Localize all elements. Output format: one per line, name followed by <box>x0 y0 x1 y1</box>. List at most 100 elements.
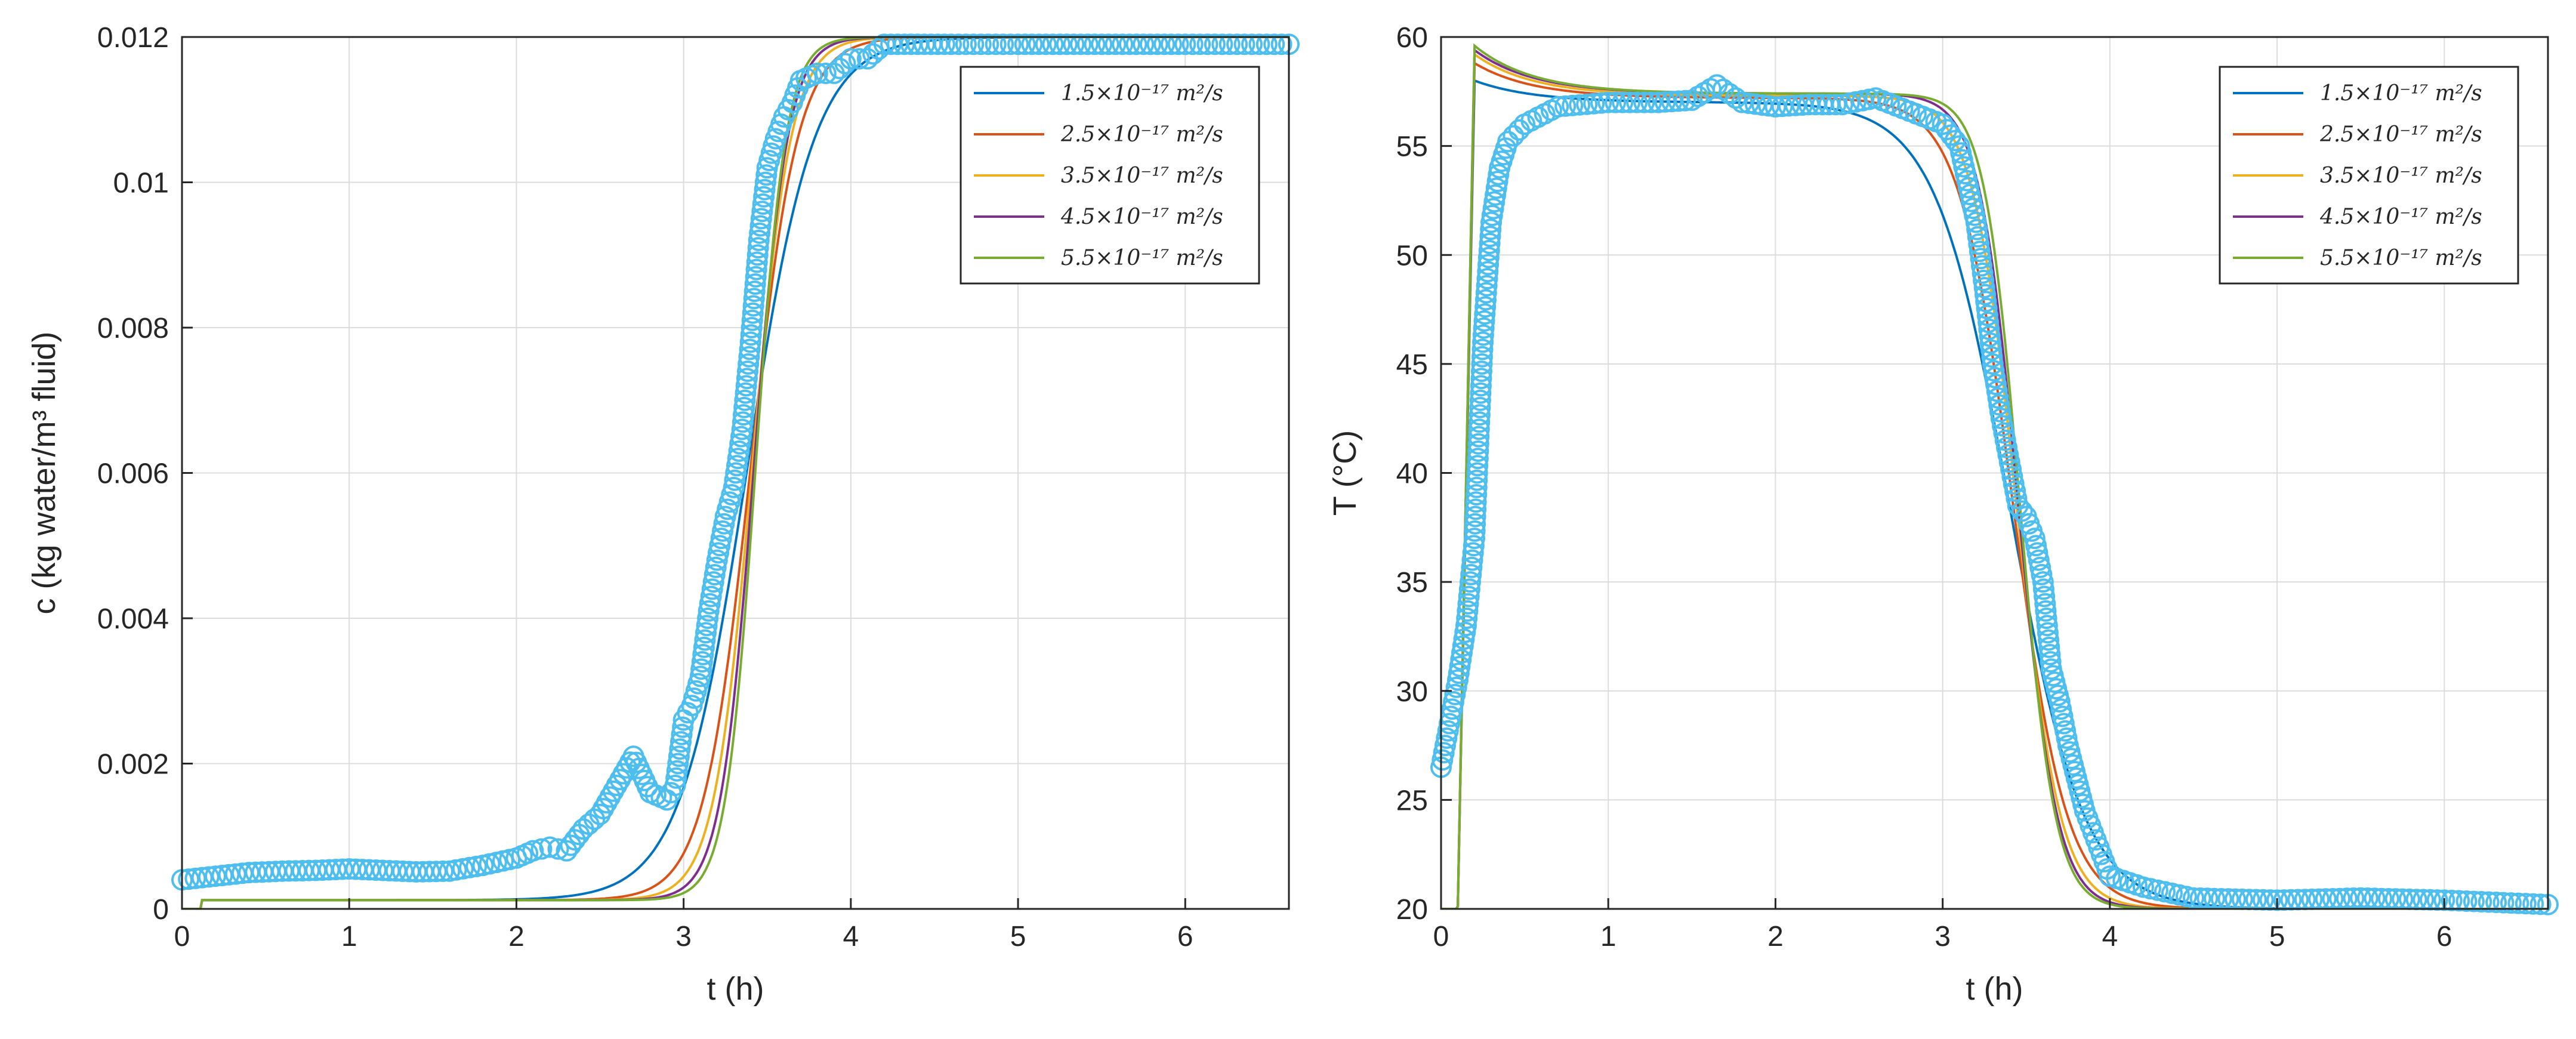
measured-point <box>1480 211 1503 233</box>
measured-point <box>1990 408 2012 430</box>
measured-point <box>1474 303 1496 325</box>
measured-point <box>948 33 970 56</box>
measured-point <box>1460 563 1482 585</box>
measured-point <box>1467 440 1489 462</box>
measured-point <box>1444 683 1466 705</box>
measured-point <box>1450 649 1472 671</box>
series-line <box>182 37 1289 909</box>
measured-point <box>755 164 778 186</box>
measured-point <box>1992 415 2013 437</box>
measured-point <box>733 396 755 418</box>
x-tick-label: 6 <box>1177 921 1193 952</box>
measured-point <box>1471 360 1492 383</box>
measured-point <box>1255 33 1278 56</box>
measured-point <box>1457 600 1479 622</box>
measured-point <box>1474 296 1497 318</box>
legend-label: 3.5×10⁻¹⁷ m²/s <box>1061 164 1223 188</box>
measured-point <box>940 33 962 56</box>
measured-point <box>1464 520 1486 542</box>
measured-point <box>1118 33 1140 56</box>
measured-point <box>2038 629 2060 651</box>
measured-point <box>1978 318 2000 340</box>
measured-point <box>1211 33 1233 56</box>
x-tick-label: 2 <box>508 921 525 952</box>
y-tick-label: 25 <box>1396 785 1428 816</box>
x-tick-label: 1 <box>341 921 357 952</box>
measured-point <box>696 615 718 637</box>
measured-point <box>2051 705 2074 727</box>
measured-point <box>1626 91 1648 113</box>
measured-point <box>840 48 862 70</box>
measured-point <box>927 33 949 56</box>
legend-label: 2.5×10⁻¹⁷ m²/s <box>1060 122 1223 147</box>
y-tick-label: 20 <box>1396 894 1428 926</box>
measured-point <box>724 469 746 491</box>
measured-point <box>1139 33 1161 56</box>
measured-point <box>1485 177 1507 199</box>
measured-point <box>2196 887 2219 909</box>
measured-point <box>1467 448 1489 470</box>
measured-point <box>745 266 767 288</box>
measured-point <box>1825 94 1847 116</box>
chart-concentration: 0 1 2 3 4 5 6 0 0.002 0.004 0.006 0.008 0.01 0.012 t (… <box>26 22 1300 1007</box>
measured-point <box>1443 691 1464 713</box>
measured-point <box>2522 893 2544 915</box>
x-tick-label: 6 <box>2436 921 2452 952</box>
measured-point <box>1028 33 1050 56</box>
measured-point <box>700 585 722 608</box>
legend-label: 1.5×10⁻¹⁷ m²/s <box>1061 81 1223 106</box>
measured-point <box>754 178 776 201</box>
measured-point <box>1469 389 1491 411</box>
measured-point <box>1966 218 1988 241</box>
series-line <box>1441 61 2548 909</box>
measured-point <box>1944 130 1966 152</box>
measured-point <box>1270 33 1292 56</box>
y-tick-label: 0.004 <box>97 603 169 635</box>
measured-point <box>1597 91 1619 113</box>
measured-point <box>530 838 553 860</box>
measured-point <box>1667 90 1689 112</box>
measured-point <box>693 636 715 658</box>
measured-point <box>1465 491 1487 513</box>
measured-point <box>2183 887 2204 909</box>
x-axis-label: t (h) <box>1966 971 2023 1007</box>
measured-point <box>702 571 724 593</box>
measured-point <box>733 404 754 426</box>
measured-point <box>1971 255 1992 277</box>
measured-point <box>1973 269 1995 291</box>
measured-point <box>1477 254 1500 276</box>
measured-point <box>692 643 714 665</box>
measured-point <box>1465 498 1487 520</box>
measured-point <box>2529 893 2552 915</box>
measured-point <box>1460 571 1481 593</box>
measured-point <box>1448 662 1470 685</box>
measured-point <box>2039 643 2061 665</box>
measured-point <box>1445 676 1467 698</box>
measured-point <box>2336 887 2358 909</box>
measured-point <box>1471 338 1494 360</box>
measured-point <box>1997 444 2019 466</box>
measured-point <box>1441 698 1463 720</box>
measured-point <box>2028 549 2050 571</box>
measured-point <box>970 33 992 56</box>
measured-point <box>746 244 769 266</box>
measured-point <box>713 513 735 535</box>
measured-point <box>1975 291 1997 313</box>
measured-point <box>1263 33 1285 56</box>
measured-point <box>1453 628 1475 650</box>
measured-point <box>744 273 766 295</box>
legend-label: 5.5×10⁻¹⁷ m²/s <box>1061 246 1223 270</box>
measured-point <box>706 549 728 571</box>
measured-point <box>2053 713 2075 735</box>
measured-point <box>740 324 762 346</box>
measured-point <box>1497 131 1519 153</box>
measured-point <box>2040 651 2062 673</box>
measured-point <box>736 368 758 390</box>
measured-point <box>1979 332 2001 354</box>
measured-point <box>1449 655 1471 677</box>
measured-point <box>1042 33 1064 56</box>
y-tick-label: 50 <box>1396 240 1428 272</box>
measured-point <box>694 629 716 651</box>
